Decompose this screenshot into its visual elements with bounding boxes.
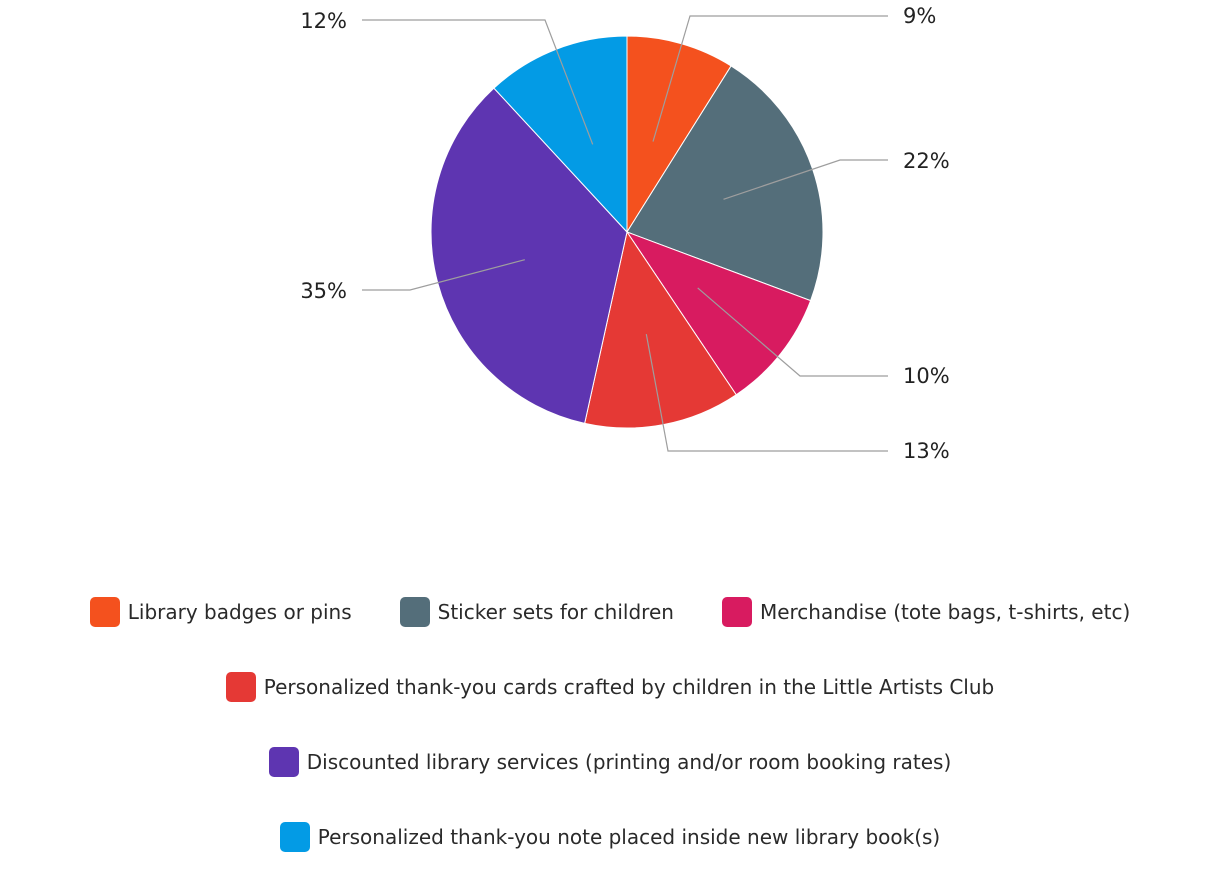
percentage-label: 9% [903,4,936,28]
legend-label: Discounted library services (printing an… [306,750,952,774]
percentage-label: 35% [300,279,347,303]
percentage-label: 12% [300,9,347,33]
leader-line [723,159,888,200]
percentage-label: 22% [903,149,950,173]
legend-item: Personalized thank-you note placed insid… [279,822,941,852]
legend-swatch [225,672,256,702]
leader-line [362,19,594,145]
legend-label: Personalized thank-you note placed insid… [317,825,941,849]
legend-row: Discounted library services (printing an… [0,742,1220,782]
legend-label: Library badges or pins [127,600,352,624]
leader-line [645,333,888,452]
pie-slice [493,35,628,234]
legend-row: Personalized thank-you cards crafted by … [0,667,1220,707]
leader-line [362,259,525,291]
legend-row: Personalized thank-you note placed insid… [0,817,1220,857]
legend-label: Merchandise (tote bags, t-shirts, etc) [759,600,1131,624]
legend-swatch [279,822,310,852]
legend-swatch [89,597,120,627]
legend-item: Library badges or pins [89,597,352,627]
pie-slices [430,35,824,429]
legend-row: Library badges or pins Sticker sets for c… [0,592,1220,632]
pie-chart: 9% 22% 10% 13% 35% 12% [300,4,949,463]
percentage-label: 13% [903,439,950,463]
pie-slice [625,230,812,396]
legend-label: Personalized thank-you cards crafted by … [263,675,995,699]
legend-swatch [268,747,299,777]
percentage-labels: 9% 22% 10% 13% 35% 12% [300,4,949,463]
percentage-label: 10% [903,364,950,388]
leader-line [652,15,888,142]
legend-item: Discounted library services (printing an… [268,747,952,777]
legend-item: Personalized thank-you cards crafted by … [225,672,995,702]
legend-label: Sticker sets for children [437,600,674,624]
legend-swatch [721,597,752,627]
leader-line [697,287,888,377]
pie-slice [626,35,732,234]
leader-lines [362,15,888,452]
chart-legend: Library badges or pins Sticker sets for c… [0,592,1220,892]
legend-item: Sticker sets for children [399,597,674,627]
legend-item: Merchandise (tote bags, t-shirts, etc) [721,597,1131,627]
legend-swatch [399,597,430,627]
